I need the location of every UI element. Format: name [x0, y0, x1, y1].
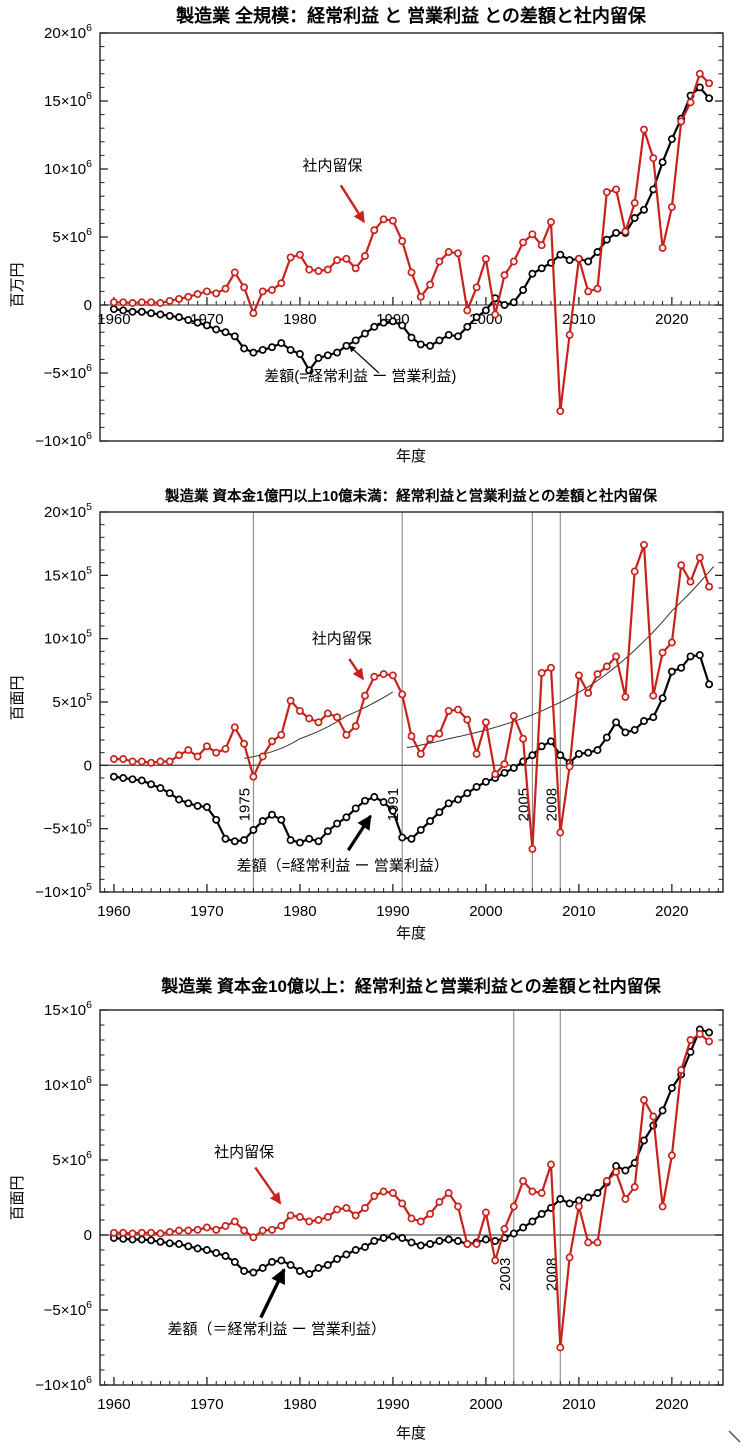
x-tick-label: 1980: [283, 1396, 316, 1413]
series-sagaku-markers: [109, 83, 714, 375]
x-tick-label: 1970: [190, 903, 223, 920]
y-tick-label: 5×106: [52, 226, 92, 246]
annotation-arrow-1: [254, 1166, 282, 1205]
annotation-arrow-2: [348, 345, 380, 374]
y-tick-label: 5×105: [52, 691, 92, 711]
annotation-label-2: 差額(=経常利益 ー 営業利益): [264, 368, 456, 385]
vline-label-2008: 2008: [543, 788, 560, 821]
chart-title: 製造業 全規模：経常利益 と 営業利益 との差額と社内留保: [175, 5, 647, 26]
x-tick-label: 1960: [97, 903, 130, 920]
x-tick-label: 1960: [97, 311, 130, 328]
x-tick-label: 2000: [469, 1396, 502, 1413]
chart-1-canvas: −10×106 −5×106 0 5×106 10×106 15×106 20×106 196…: [9, 5, 724, 465]
y-axis-label: 百面円: [9, 675, 26, 720]
annotation-label-1: 社内留保: [312, 631, 372, 648]
y-tick-label: 15×106: [44, 90, 92, 110]
y-tick-label: 10×106: [44, 1074, 92, 1094]
y-tick-label: 15×106: [44, 999, 92, 1019]
series-sagaku-line: [113, 1028, 710, 1276]
annotation-arrow-2: [346, 814, 372, 852]
x-tick-label: 2020: [655, 903, 688, 920]
y-axis-ticks: −10×105 −5×105 0 5×105 10×105 15×105 20×105: [35, 501, 723, 901]
y-axis-ticks: −10×106 −5×106 0 5×106 10×106 15×106 20×106: [35, 22, 723, 450]
plot-area: −10×106 −5×106 0 5×106 10×106 15×106 20×106 196…: [35, 22, 724, 450]
y-tick-label: −5×106: [44, 362, 93, 382]
y-tick-label: 0: [84, 757, 92, 774]
chart-1-manufacturing-all-sizes: −10×106 −5×106 0 5×106 10×106 15×106 20×106 196…: [0, 0, 744, 486]
y-tick-label: −10×106: [35, 1374, 92, 1394]
x-axis-label: 年度: [396, 1425, 426, 1442]
chart-2-canvas: 1975 1991 2005 2008−10×105−5×10505×10510×10…: [9, 487, 724, 942]
y-tick-label: 0: [84, 1227, 92, 1244]
series-sainai-ryuho-line: [113, 1032, 710, 1349]
chart-3-capital-over-1b: 2003 2008 −10×106 −5×106 0 5×106 10×106 15×106 1…: [0, 970, 744, 1446]
chart-3-canvas: 2003 2008−10×106−5×10605×10610×10615×1061…: [9, 976, 741, 1443]
series-sainai-ryuho-line: [113, 72, 710, 413]
y-tick-label: −10×106: [35, 430, 92, 450]
annotation-label-1: 社内留保: [214, 1144, 274, 1161]
x-tick-label: 1980: [283, 311, 316, 328]
x-axis-label: 年度: [396, 925, 426, 942]
y-axis-label: 百万円: [9, 262, 26, 307]
chart-title: 製造業 資本金1億円以上10億未満：経常利益と営業利益との差額と社内留保: [164, 487, 658, 505]
y-tick-label: 15×105: [44, 564, 92, 584]
y-tick-label: 10×105: [44, 628, 92, 648]
y-axis-label: 百面円: [9, 1175, 26, 1220]
x-tick-label: 2010: [562, 1396, 595, 1413]
chart-2-capital-100m-to-1b: 1975 1991 2005 2008 −10×105 −5×105 0 5×105 10×10…: [0, 486, 744, 970]
series-sainai-ryuho-markers: [109, 1030, 714, 1352]
x-tick-label: 2020: [655, 311, 688, 328]
annotation-label-1: 社内留保: [302, 157, 362, 174]
vline-label-1975: 1975: [236, 788, 253, 821]
y-tick-label: 20×105: [44, 501, 92, 521]
y-tick-label: 10×106: [44, 158, 92, 178]
x-axis-ticks: 1960 1970 1980 1990 2000 2010 2020: [97, 1377, 719, 1413]
series-sagaku-markers: [109, 1025, 714, 1278]
y-tick-label: 0: [84, 297, 92, 314]
annotation-label-2: 差額（＝経常利益 ー 営業利益）: [167, 1321, 385, 1338]
y-tick-label: 5×106: [52, 1149, 92, 1169]
corner-artifact: [728, 1430, 741, 1443]
x-tick-label: 2020: [655, 1396, 688, 1413]
x-axis-ticks: 1960 1970 1980 1990 2000 2010 2020: [97, 884, 719, 920]
series-sainai-ryuho-markers: [109, 69, 714, 416]
plot-area: 1975 1991 2005 2008−10×105−5×10505×10510×10…: [35, 501, 724, 920]
vline-label-1991: 1991: [385, 788, 402, 821]
x-tick-label: 1980: [283, 903, 316, 920]
plot-area: 2003 2008−10×106−5×10605×10610×10615×1061…: [35, 999, 724, 1413]
x-tick-label: 2000: [469, 903, 502, 920]
y-tick-label: 20×106: [44, 22, 92, 42]
vline-label-2003: 2003: [497, 1258, 514, 1291]
x-axis-label: 年度: [396, 448, 426, 465]
series-sainai-ryuho-line: [113, 543, 711, 850]
annotation-arrow-1: [348, 658, 365, 681]
x-tick-label: 2010: [562, 903, 595, 920]
series-sagaku-markers: [109, 651, 714, 847]
y-tick-label: −5×105: [44, 818, 93, 838]
y-tick-label: −5×106: [44, 1299, 93, 1319]
x-tick-label: 1970: [190, 1396, 223, 1413]
x-tick-label: 1990: [376, 1396, 409, 1413]
chart-title: 製造業 資本金10億以上：経常利益と営業利益との差額と社内留保: [160, 976, 661, 996]
x-tick-label: 2010: [562, 311, 595, 328]
trend-curve-1: [244, 691, 394, 759]
annotation-label-2: 差額（=経常利益 ー 営業利益）: [237, 857, 449, 874]
x-tick-label: 1990: [376, 903, 409, 920]
series-sainai-ryuho-markers: [109, 540, 714, 853]
y-tick-label: −10×105: [35, 881, 92, 901]
annotation-arrow-2: [259, 1268, 286, 1319]
x-tick-label: 1960: [97, 1396, 130, 1413]
trend-curve-2: [406, 566, 715, 749]
y-axis-ticks: −10×106 −5×106 0 5×106 10×106 15×106: [35, 999, 723, 1394]
annotation-arrow-1: [339, 184, 366, 223]
